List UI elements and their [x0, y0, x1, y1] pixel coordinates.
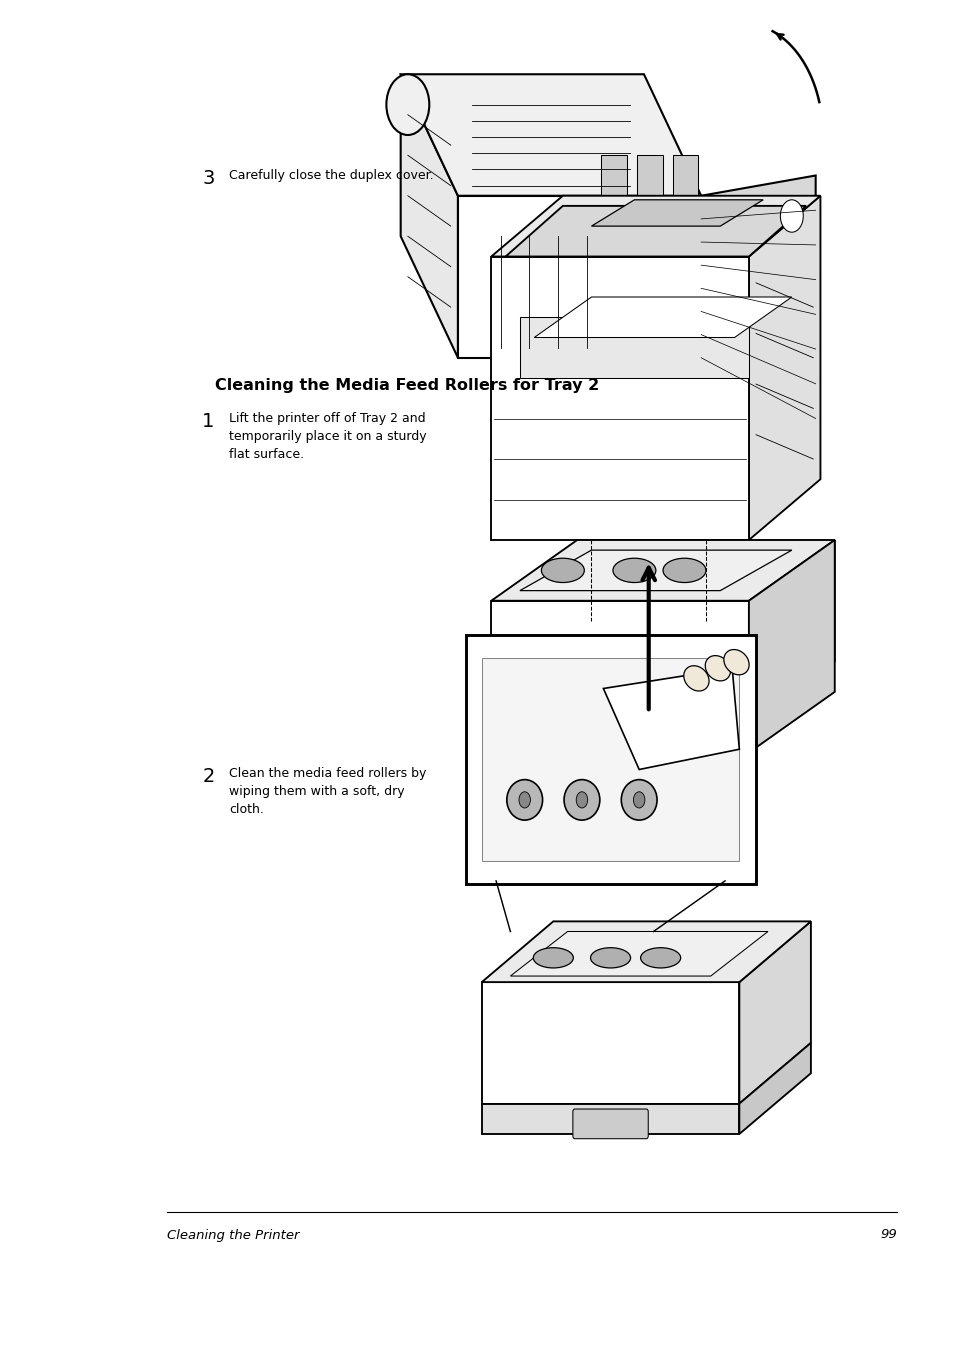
Ellipse shape [506, 780, 542, 821]
Polygon shape [505, 207, 805, 256]
Ellipse shape [541, 559, 583, 583]
Polygon shape [748, 196, 820, 540]
Bar [600, 155, 626, 277]
Polygon shape [591, 200, 762, 227]
Text: Clean the media feed rollers by
wiping them with a soft, dry
cloth.: Clean the media feed rollers by wiping t… [229, 767, 426, 815]
Text: 3: 3 [202, 169, 214, 188]
Polygon shape [739, 921, 810, 1104]
FancyBboxPatch shape [572, 1110, 648, 1138]
Text: 99: 99 [879, 1228, 896, 1242]
Polygon shape [457, 196, 700, 358]
Polygon shape [491, 540, 834, 601]
FancyBboxPatch shape [465, 634, 755, 884]
Polygon shape [748, 540, 834, 753]
Ellipse shape [662, 559, 705, 583]
Bar [481, 657, 739, 861]
Polygon shape [602, 668, 739, 770]
Polygon shape [510, 931, 767, 976]
Polygon shape [491, 601, 748, 722]
Circle shape [576, 791, 587, 807]
FancyBboxPatch shape [581, 728, 657, 757]
Polygon shape [519, 551, 791, 591]
Text: Lift the printer off of Tray 2 and
temporarily place it on a sturdy
flat surface: Lift the printer off of Tray 2 and tempo… [229, 412, 426, 460]
Text: Cleaning the Media Feed Rollers for Tray 2: Cleaning the Media Feed Rollers for Tray… [214, 378, 598, 393]
Circle shape [518, 791, 530, 807]
Ellipse shape [723, 649, 748, 675]
Polygon shape [481, 1104, 739, 1134]
Text: 2: 2 [202, 767, 214, 786]
Polygon shape [400, 74, 700, 196]
Polygon shape [400, 74, 457, 358]
Bar [637, 155, 661, 277]
Text: Carefully close the duplex cover.: Carefully close the duplex cover. [229, 169, 433, 182]
Ellipse shape [640, 948, 680, 968]
Polygon shape [534, 297, 791, 338]
Text: Cleaning the Printer: Cleaning the Printer [167, 1228, 299, 1242]
Ellipse shape [612, 559, 656, 583]
Ellipse shape [386, 74, 429, 135]
Polygon shape [481, 983, 739, 1104]
Circle shape [633, 791, 644, 807]
Bar [672, 155, 698, 277]
Ellipse shape [590, 948, 630, 968]
Circle shape [780, 200, 802, 232]
Polygon shape [481, 921, 810, 983]
Ellipse shape [533, 948, 573, 968]
Polygon shape [491, 722, 748, 753]
Polygon shape [491, 196, 820, 256]
Polygon shape [739, 1042, 810, 1134]
Ellipse shape [563, 780, 599, 821]
Ellipse shape [683, 666, 708, 691]
Polygon shape [491, 256, 748, 540]
Ellipse shape [704, 656, 730, 680]
Text: 1: 1 [202, 412, 214, 431]
Ellipse shape [620, 780, 657, 821]
Polygon shape [748, 540, 834, 722]
Bar [519, 317, 748, 378]
Polygon shape [700, 176, 815, 418]
